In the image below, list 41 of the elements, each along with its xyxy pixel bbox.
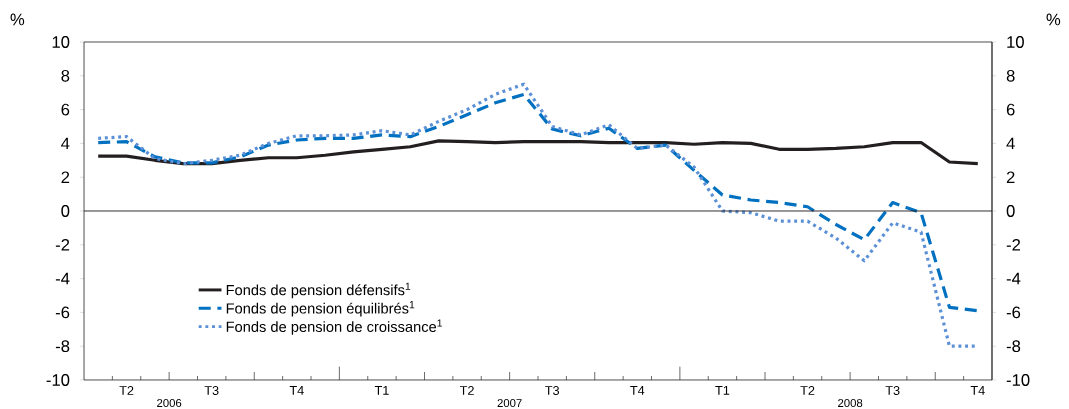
- y2-tick-label: -8: [1006, 340, 1021, 353]
- y-tick-label: -8: [55, 340, 70, 353]
- x-tick-label: T3: [204, 386, 219, 395]
- x-tick-label: T3: [885, 386, 900, 395]
- x-tick-label: T2: [459, 386, 474, 395]
- x-tick-label: T1: [374, 386, 389, 395]
- x-tick-label: T2: [800, 386, 815, 395]
- y2-tick-label: -2: [1006, 238, 1021, 251]
- y-tick-label: -10: [46, 374, 70, 386]
- y-axis-title: %: [10, 13, 25, 26]
- y2-tick-label: 0: [1006, 205, 1015, 217]
- x-tick-label: T3: [545, 386, 560, 395]
- y-tick-label: 2: [61, 171, 70, 184]
- x-tick-label: T1: [715, 386, 730, 395]
- y-tick-label: -2: [55, 238, 70, 251]
- y-tick-label: 6: [61, 103, 70, 116]
- text: 2007: [497, 399, 522, 408]
- y2-tick-label: 8: [1006, 69, 1015, 82]
- text: 2008: [838, 399, 863, 408]
- x-tick-label: T4: [630, 386, 645, 395]
- x-tick-label: T2: [119, 386, 134, 395]
- y2-axis-title: %: [1046, 13, 1061, 26]
- y2-tick-label: -10: [1006, 374, 1030, 386]
- y-tick-label: 8: [61, 69, 70, 82]
- y-tick-label: 4: [61, 137, 70, 150]
- y-tick-label: 10: [52, 36, 70, 48]
- y2-tick-label: -6: [1006, 306, 1021, 319]
- x-tick-label: T4: [289, 386, 304, 395]
- text: 2006: [157, 399, 182, 408]
- y2-tick-label: 4: [1006, 137, 1015, 150]
- x-tick-label: T4: [970, 386, 985, 395]
- y-tick-label: -4: [55, 272, 70, 285]
- y2-tick-label: 6: [1006, 103, 1015, 116]
- y-tick-label: -6: [55, 306, 70, 319]
- legend-label: Fonds de pension défensifs$^{1}$: [226, 282, 411, 299]
- legend-label: Fonds de pension équilibrés$^{1}$: [226, 301, 415, 317]
- y2-tick-label: 10: [1007, 36, 1024, 48]
- y2-tick-label: -4: [1006, 272, 1021, 285]
- y2-tick-label: 2: [1006, 171, 1015, 184]
- legend-label: Fonds de pension de croissance$^{1}$: [226, 319, 442, 335]
- y-tick-label: 0: [61, 205, 70, 217]
